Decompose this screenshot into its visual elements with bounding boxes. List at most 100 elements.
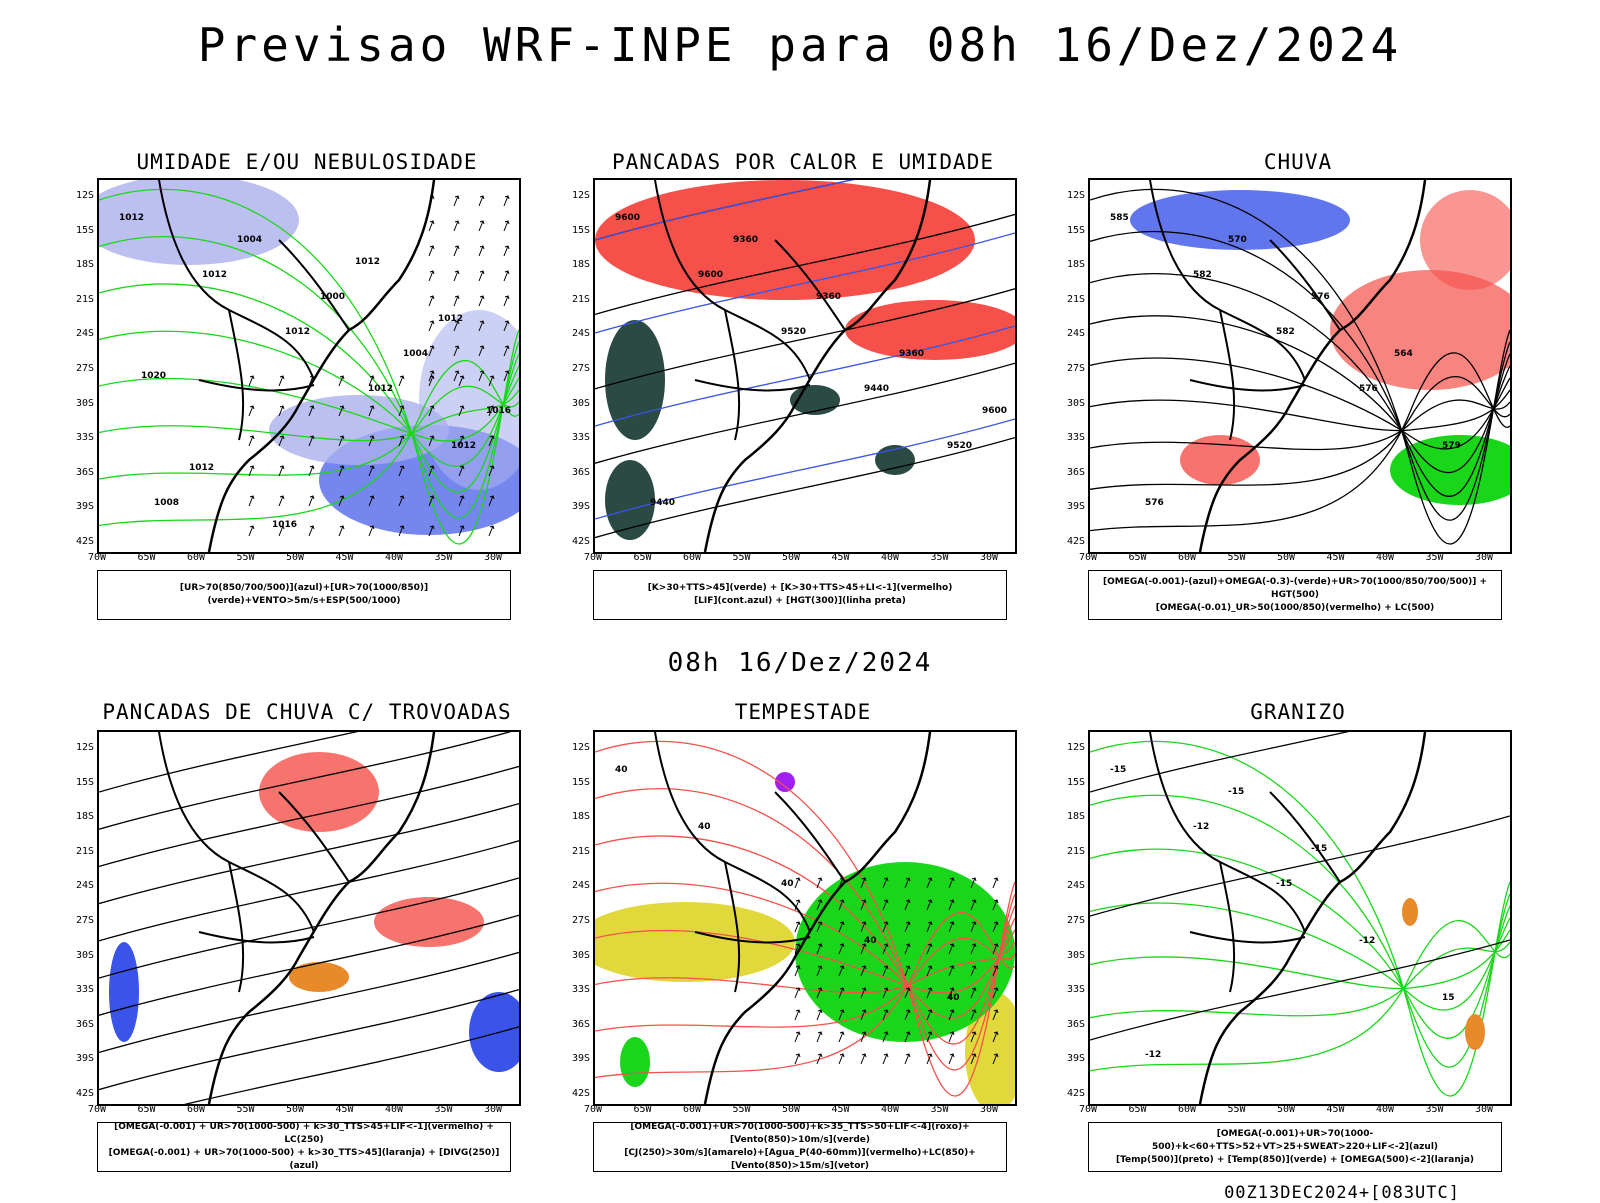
wind-vector: [794, 877, 801, 889]
streamline: [595, 232, 1015, 334]
wind-vector: [488, 465, 495, 477]
contour-label: 576: [1145, 498, 1164, 508]
longitude-tick-label: 45W: [831, 552, 850, 563]
wind-vector: [398, 495, 405, 507]
streamline: [1090, 815, 1510, 917]
wind-vector: [428, 465, 435, 477]
longitude-tick-label: 65W: [633, 1104, 652, 1115]
streamline: [1090, 389, 1510, 432]
wind-vector: [368, 495, 375, 507]
convection-green-area: [605, 460, 655, 540]
wind-vector: [816, 877, 823, 889]
contour-label: 9360: [733, 235, 758, 245]
legend-line: [CJ(250)>30m/s](amarelo)+[Agua_P(40-60mm…: [624, 1148, 976, 1171]
latitude-tick-label: 18S: [75, 811, 94, 823]
omega-orange-area: [1465, 1014, 1485, 1050]
wind-vector: [992, 921, 999, 933]
streamline: [595, 929, 1015, 994]
longitude-tick-label: 50W: [1276, 1104, 1296, 1115]
streamline: [595, 325, 1015, 427]
contour-label: -15: [1110, 765, 1126, 775]
wind-vector: [453, 320, 460, 332]
latitude-tick-label: 27S: [75, 915, 94, 926]
contour-label: 582: [1276, 327, 1295, 337]
wind-vector: [882, 899, 889, 911]
streamline: [595, 937, 1015, 1032]
latitude-tick-label: 24S: [571, 880, 590, 892]
latitude-tick-label: 39S: [1066, 501, 1085, 513]
contour-label: 1012: [438, 314, 463, 324]
wind-vector: [992, 965, 999, 977]
wind-vector: [428, 525, 435, 537]
wind-vector: [368, 405, 375, 417]
wind-vector: [838, 1009, 845, 1021]
contour-label: 1012: [355, 257, 380, 267]
wind-vector: [948, 943, 955, 955]
wind-vector: [794, 1053, 801, 1065]
wind-vector: [860, 899, 867, 911]
latitude-tick-label: 18S: [75, 259, 94, 271]
contour-label: 1012: [202, 270, 227, 280]
wind-vector: [478, 295, 485, 307]
latitude-tick-label: 39S: [571, 501, 590, 513]
streamline: [99, 283, 519, 493]
wind-vector: [398, 435, 405, 447]
latitude-tick-label: 12S: [75, 190, 94, 201]
latitude-tick-label: 42S: [75, 536, 94, 547]
wind-vector: [428, 270, 435, 282]
contour-label: 1012: [119, 213, 144, 223]
legend-box-6: [OMEGA(-0.001)+UR>70(1000-500)+k<60+TTS>…: [1088, 1122, 1502, 1172]
longitude-tick-label: 45W: [335, 552, 354, 563]
wind-vector: [904, 921, 911, 933]
omega-blue-area: [1130, 190, 1350, 250]
streamline: [595, 288, 1015, 390]
latitude-tick-label: 36S: [75, 1018, 94, 1030]
contour-label: 9440: [864, 384, 889, 394]
longitude-tick-label: 65W: [633, 552, 652, 563]
coastline: [703, 180, 932, 552]
humidity-blue-area: [99, 180, 299, 265]
latitude-tick-label: 15S: [1066, 776, 1085, 788]
streamline: [99, 802, 519, 905]
contour-label: 1012: [189, 463, 214, 473]
wind-vector: [428, 345, 435, 357]
wind-vector: [904, 877, 911, 889]
page-title: Previsao WRF-INPE para 08h 16/Dez/2024: [197, 18, 1403, 72]
contour-label: 9600: [698, 270, 723, 280]
legend-box-1: [UR>70(850/700/500)](azul)+[UR>70(1000/8…: [97, 570, 511, 620]
wind-vector: [453, 245, 460, 257]
longitude-tick-label: 60W: [1177, 1104, 1197, 1115]
wind-vector: [992, 987, 999, 999]
wind-vector: [503, 220, 510, 232]
latitude-tick-label: 42S: [571, 536, 590, 547]
streamline: [1090, 315, 1510, 474]
latitude-tick-label: 30S: [1066, 397, 1085, 409]
contour-label: 40: [947, 993, 960, 1003]
wind-vector: [248, 375, 255, 387]
wind-vector: [488, 435, 495, 447]
wind-vector: [248, 435, 255, 447]
longitude-tick-label: 65W: [1128, 552, 1147, 563]
wind-vector: [458, 375, 465, 387]
contour-label: 1012: [285, 327, 310, 337]
legend-line: [OMEGA(-0.001)-(azul)+OMEGA(-0.3)-(verde…: [1102, 576, 1488, 600]
streamline: [595, 418, 1015, 520]
longitude-tick-label: 30W: [483, 1104, 503, 1115]
contour-label: 9600: [982, 406, 1007, 416]
legend-box-4: [OMEGA(-0.001) + UR>70(1000-500) + k>30_…: [97, 1122, 511, 1172]
latitude-tick-label: 12S: [1066, 190, 1085, 201]
latitude-tick-label: 42S: [1066, 1088, 1085, 1099]
longitude-tick-label: 40W: [1375, 552, 1395, 563]
wind-vector: [338, 405, 345, 417]
omega-orange-area: [1402, 898, 1418, 926]
wind-vector: [948, 965, 955, 977]
wind-vector: [278, 375, 285, 387]
longitude-tick-label: 55W: [732, 1104, 751, 1115]
wind-vector: [948, 1053, 955, 1065]
contour-label: 576: [1359, 384, 1378, 394]
legend-line: [UR>70(850/700/500)](azul)+[UR>70(1000/8…: [179, 583, 429, 606]
contour-label: 40: [615, 765, 628, 775]
wind-vector: [926, 965, 933, 977]
latitude-tick-label: 33S: [571, 432, 590, 444]
heat-instability-red-area: [845, 300, 1015, 360]
